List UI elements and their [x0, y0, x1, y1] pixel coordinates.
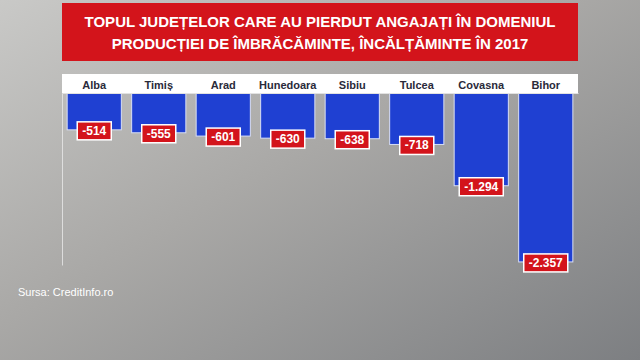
source: Sursa: CreditInfo.ro: [18, 286, 113, 298]
data-label-box: [77, 122, 111, 140]
y-axis: [62, 94, 63, 266]
data-label-box: [271, 130, 305, 148]
data-label: -1.294: [459, 178, 503, 196]
x-tick: Timiș: [144, 79, 173, 93]
data-label-box: [206, 128, 240, 146]
data-label: -718: [400, 136, 434, 154]
data-labels: -514 -555 -601 -630 -638 -718 -1.294 -2.357: [77, 122, 568, 272]
x-tick-label: Alba: [82, 79, 107, 91]
data-label-box: [335, 131, 369, 149]
bars: [67, 93, 573, 262]
x-tick-label: Arad: [211, 79, 236, 91]
bar: [454, 93, 508, 186]
x-tick: Bihor: [531, 79, 560, 93]
x-axis-line: [63, 93, 579, 94]
data-label-text: -638: [340, 133, 364, 147]
x-tick: Alba: [82, 79, 107, 93]
label-panel: [62, 74, 578, 93]
data-label-box: [400, 136, 434, 154]
x-tick-label: Sibiu: [339, 79, 366, 91]
x-tick-label: Tulcea: [400, 79, 435, 91]
data-label-text: -2.357: [529, 256, 563, 270]
chart: TOPUL JUDEȚELOR CARE AU PIERDUT ANGAJAȚI…: [0, 0, 640, 360]
x-axis: Alba Timiș Arad Hunedoara Sibiu Tulcea Covasna…: [63, 79, 579, 94]
data-label-text: -601: [211, 130, 235, 144]
title: PRODUCȚIEI DE ÎMBRĂCĂMINTE, ÎNCĂLȚĂMINTE…: [112, 35, 529, 52]
data-label-box: [459, 178, 503, 196]
x-tick-label: Timiș: [144, 79, 173, 91]
data-label: -2.357: [524, 254, 568, 272]
data-label: -555: [142, 125, 176, 143]
x-tick-label: Covasna: [458, 79, 505, 91]
x-tick-label: Bihor: [531, 79, 560, 91]
x-tick: Covasna: [458, 79, 505, 93]
data-label: -514: [77, 122, 111, 140]
title: TOPUL JUDEȚELOR CARE AU PIERDUT ANGAJAȚI…: [85, 13, 556, 30]
data-label-text: -630: [276, 132, 300, 146]
data-label: -638: [335, 131, 369, 149]
background: [0, 0, 640, 360]
data-label-box: [142, 125, 176, 143]
x-tick-label: Hunedoara: [259, 79, 317, 91]
data-label-text: -1.294: [464, 180, 498, 194]
x-tick: Tulcea: [400, 79, 435, 93]
data-label-text: -514: [82, 124, 106, 138]
x-tick: Hunedoara: [259, 79, 317, 93]
x-tick: Arad: [211, 79, 236, 93]
bar: [519, 93, 573, 262]
data-label-text: -718: [405, 138, 429, 152]
data-label: -601: [206, 128, 240, 146]
y-axis-line: [62, 94, 63, 266]
data-label-text: -555: [147, 127, 171, 141]
title-banner: [62, 3, 578, 61]
data-label-box: [524, 254, 568, 272]
data-label: -630: [271, 130, 305, 148]
x-tick: Sibiu: [339, 79, 366, 93]
